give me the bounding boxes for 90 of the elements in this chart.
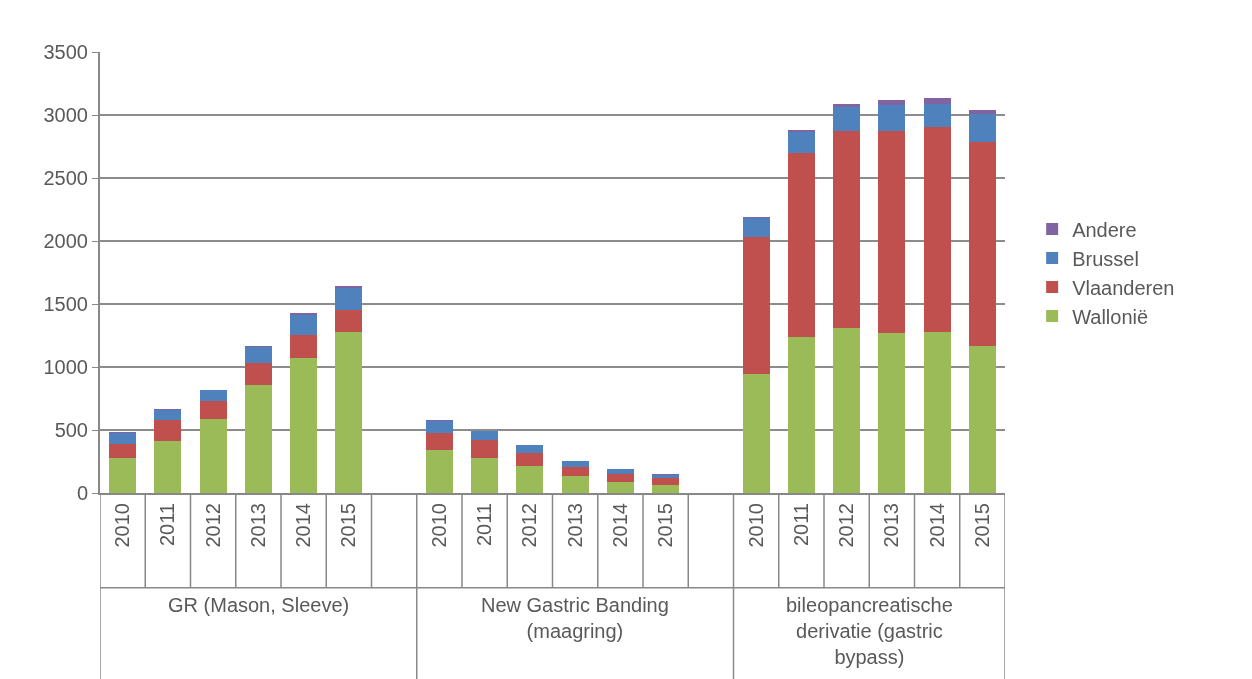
bar [335,309,363,332]
bar [199,390,227,401]
bar [606,481,634,493]
bar [878,99,906,105]
x-tick-label: 2011 [156,503,179,547]
x-tick-label: 2015 [970,503,993,548]
bar [923,332,951,493]
bar [199,400,227,420]
bar [742,217,770,237]
bar [787,152,815,338]
text: New Gastric Banding (maagring) [481,594,669,642]
bar [968,142,996,346]
bar [878,332,906,493]
bar [516,465,544,493]
bar [244,385,272,493]
bar [652,484,680,493]
bar [968,109,996,114]
x-tick-label: 2010 [427,503,450,548]
bar [787,337,815,493]
text: bileopancreatische derivatie (gastric bypass) [786,594,953,668]
x-tick-label: 2013 [246,503,269,548]
y-tick-label: 500 [54,419,88,441]
bar [561,467,589,476]
bar [154,409,182,420]
bar [968,345,996,493]
bar [425,450,453,493]
y-tick-label: 3500 [43,41,88,63]
bar [787,132,815,153]
y-tick-label: 2500 [43,167,88,189]
bar [199,419,227,493]
bar [471,439,499,458]
bar [561,475,589,493]
x-tick-label: 2015 [337,503,360,548]
bar [471,457,499,493]
text: GR (Mason, Sleeve) [168,594,350,616]
bar [425,432,453,451]
x-tick-label: 2012 [201,503,224,548]
y-tick-label: 2000 [43,230,88,252]
bar [290,358,318,493]
bar [335,287,363,310]
bar [516,444,544,453]
legend-label: Andere [1072,218,1137,241]
x-tick-label: 2010 [111,503,134,548]
bar [652,478,680,485]
bar [561,461,589,468]
x-tick-label: 2014 [292,503,315,548]
bar [109,443,137,458]
bar [833,327,861,493]
x-tick-label: 2015 [654,503,677,548]
bar [244,363,272,386]
x-tick-label: 2012 [518,503,541,548]
bar [742,236,770,374]
x-tick-label: 2011 [473,503,496,547]
legend-label: Brussel [1072,247,1139,270]
bar [154,419,182,441]
bar [335,331,363,493]
bar [923,98,951,104]
legend-label: Vlaanderen [1072,276,1175,299]
bar [154,440,182,493]
bar [606,468,634,474]
bar [878,104,906,131]
legend-label: Wallonië [1072,305,1149,328]
x-tick-label: 2013 [880,503,903,548]
bar [244,346,272,364]
bar [833,106,861,131]
bar [833,130,861,328]
bar [516,452,544,466]
y-tick-label: 0 [76,482,88,504]
y-tick-label: 1000 [43,356,88,378]
bar [923,103,951,128]
bar [968,113,996,143]
x-tick-label: 2011 [789,503,812,547]
x-tick-label: 2010 [744,503,767,548]
bar [833,103,861,107]
bar [742,373,770,493]
bar [109,432,137,444]
x-tick-label: 2012 [835,503,858,548]
bar [425,420,453,433]
bar [878,130,906,333]
y-tick-label: 1500 [43,293,88,315]
x-tick-label: 2013 [563,503,586,548]
y-tick-label: 3000 [43,104,88,126]
bar [606,473,634,482]
bar [471,431,499,440]
bar [290,315,318,335]
bar [109,457,137,493]
bar [923,127,951,333]
x-tick-label: 2014 [608,503,631,548]
bar [290,334,318,359]
x-tick-label: 2014 [925,503,948,548]
